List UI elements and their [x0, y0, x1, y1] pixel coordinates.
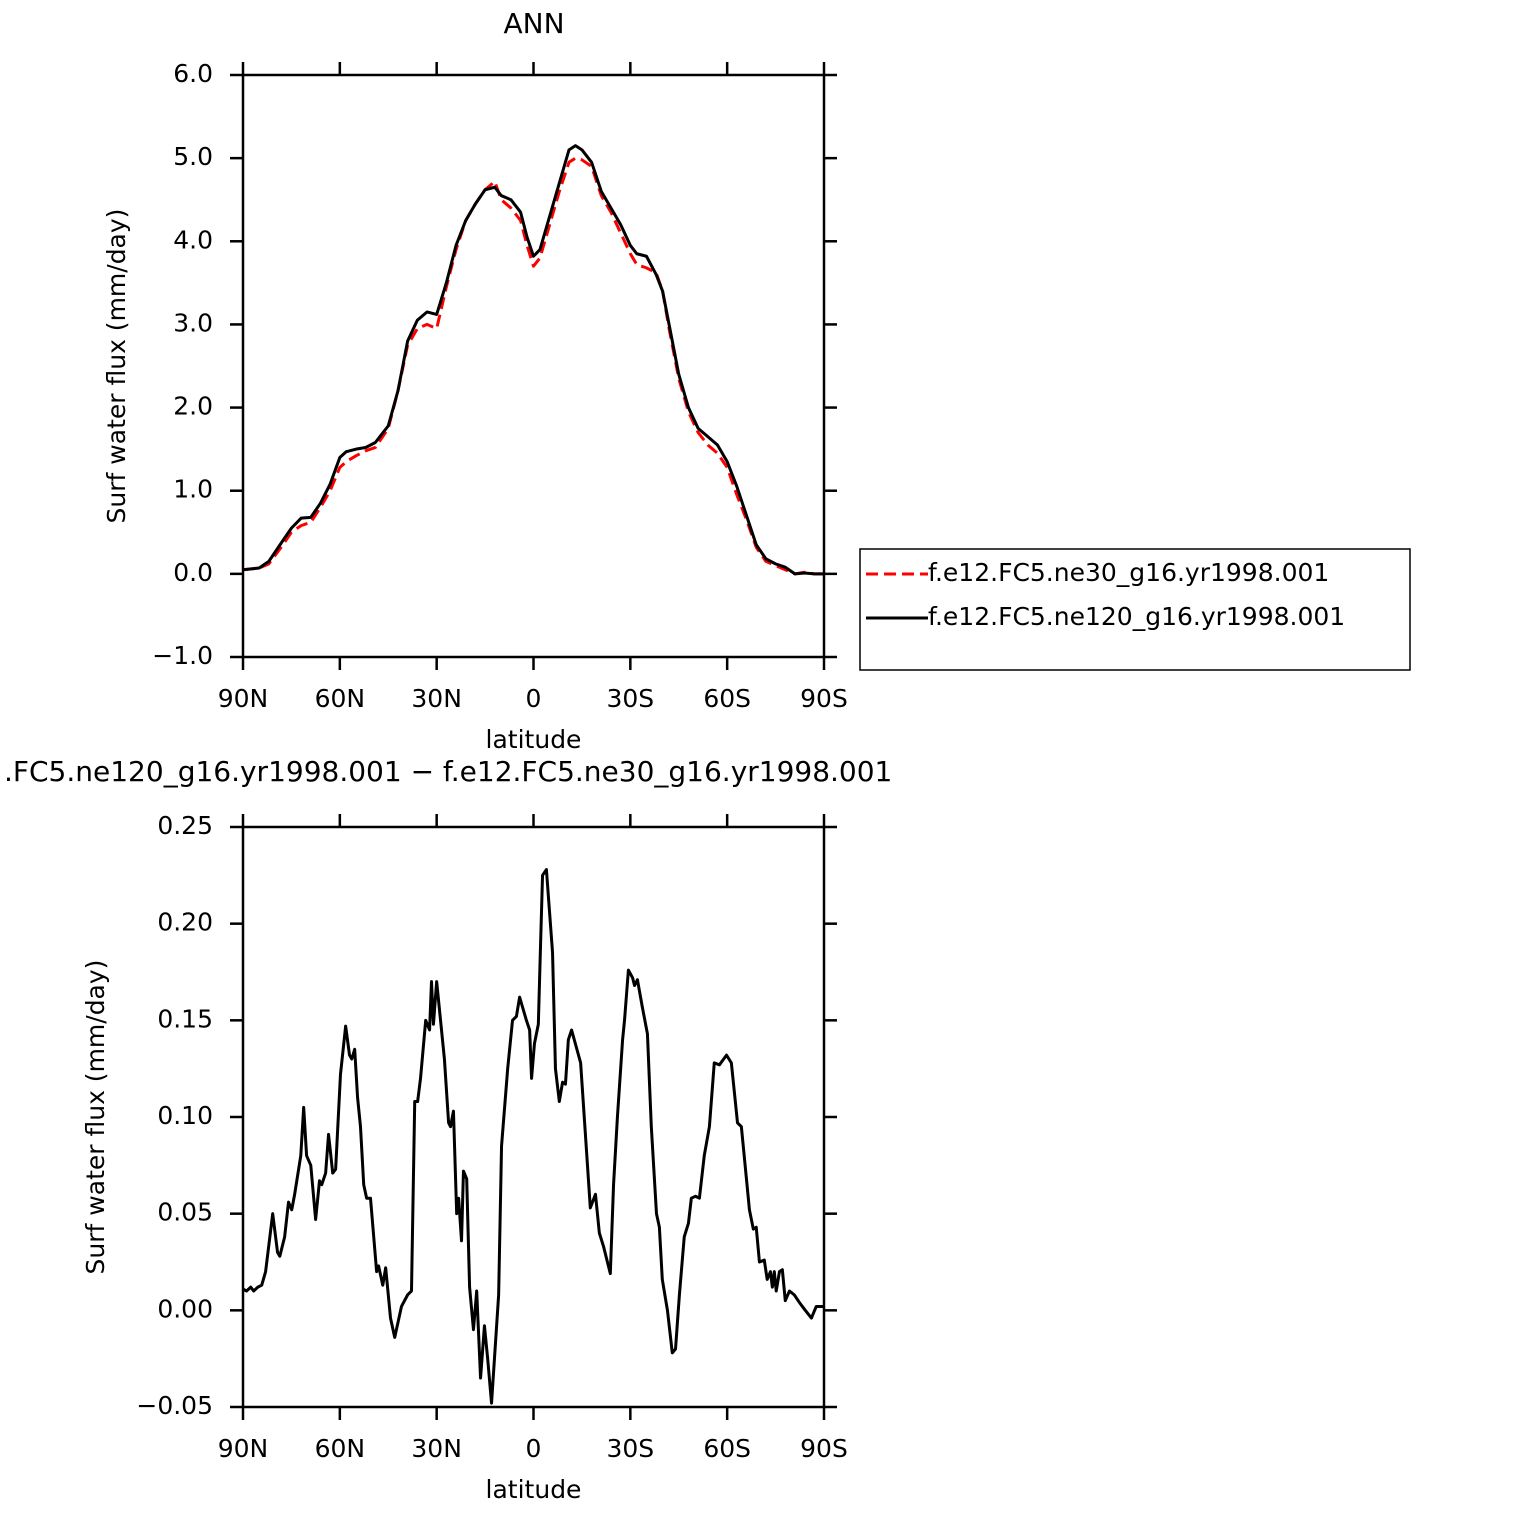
y-tick-label: 4.0	[173, 225, 213, 254]
y-tick-label: 0.20	[157, 908, 213, 937]
y-tick-label: 0.0	[173, 558, 213, 587]
data-line	[242, 868, 824, 1405]
x-tick-label: 90N	[218, 1434, 269, 1463]
chart-title: .FC5.ne120_g16.yr1998.001 − f.e12.FC5.ne…	[4, 755, 892, 788]
y-tick-label: 0.05	[157, 1198, 213, 1227]
legend-box	[859, 548, 1411, 671]
y-axis-label: Surf water flux (mm/day)	[102, 209, 131, 524]
data-line	[242, 144, 824, 576]
x-tick-label: 90S	[800, 1434, 848, 1463]
x-tick-label: 60N	[315, 684, 366, 713]
y-tick-label: 5.0	[173, 142, 213, 171]
y-tick-label: 1.0	[173, 475, 213, 504]
x-tick-label: 30N	[411, 1434, 462, 1463]
legend-label: f.e12.FC5.ne120_g16.yr1998.001	[928, 602, 1345, 631]
plot-frame	[241, 825, 826, 1409]
x-tick-label: 30N	[411, 684, 462, 713]
y-tick-label: −0.05	[136, 1391, 213, 1420]
y-tick-label: 0.10	[157, 1101, 213, 1130]
x-tick-label: 60N	[315, 1434, 366, 1463]
x-tick-label: 30S	[606, 684, 654, 713]
x-tick-label: 60S	[703, 684, 751, 713]
x-tick-label: 60S	[703, 1434, 751, 1463]
y-tick-label: 6.0	[173, 59, 213, 88]
y-tick-label: −1.0	[152, 641, 213, 670]
y-axis-label: Surf water flux (mm/day)	[81, 960, 110, 1275]
x-axis-label: latitude	[486, 1475, 582, 1504]
x-tick-label: 0	[526, 684, 542, 713]
y-tick-label: 0.00	[157, 1294, 213, 1323]
y-tick-label: 0.25	[157, 811, 213, 840]
x-axis-label: latitude	[486, 725, 582, 754]
x-tick-label: 90S	[800, 684, 848, 713]
y-tick-label: 2.0	[173, 392, 213, 421]
x-tick-label: 0	[526, 1434, 542, 1463]
data-line	[242, 156, 824, 576]
x-tick-label: 30S	[606, 1434, 654, 1463]
y-tick-label: 3.0	[173, 308, 213, 337]
x-tick-label: 90N	[218, 684, 269, 713]
y-tick-label: 0.15	[157, 1004, 213, 1033]
plot-frame	[241, 73, 826, 659]
chart-title: ANN	[503, 7, 564, 40]
legend-label: f.e12.FC5.ne30_g16.yr1998.001	[928, 558, 1329, 587]
